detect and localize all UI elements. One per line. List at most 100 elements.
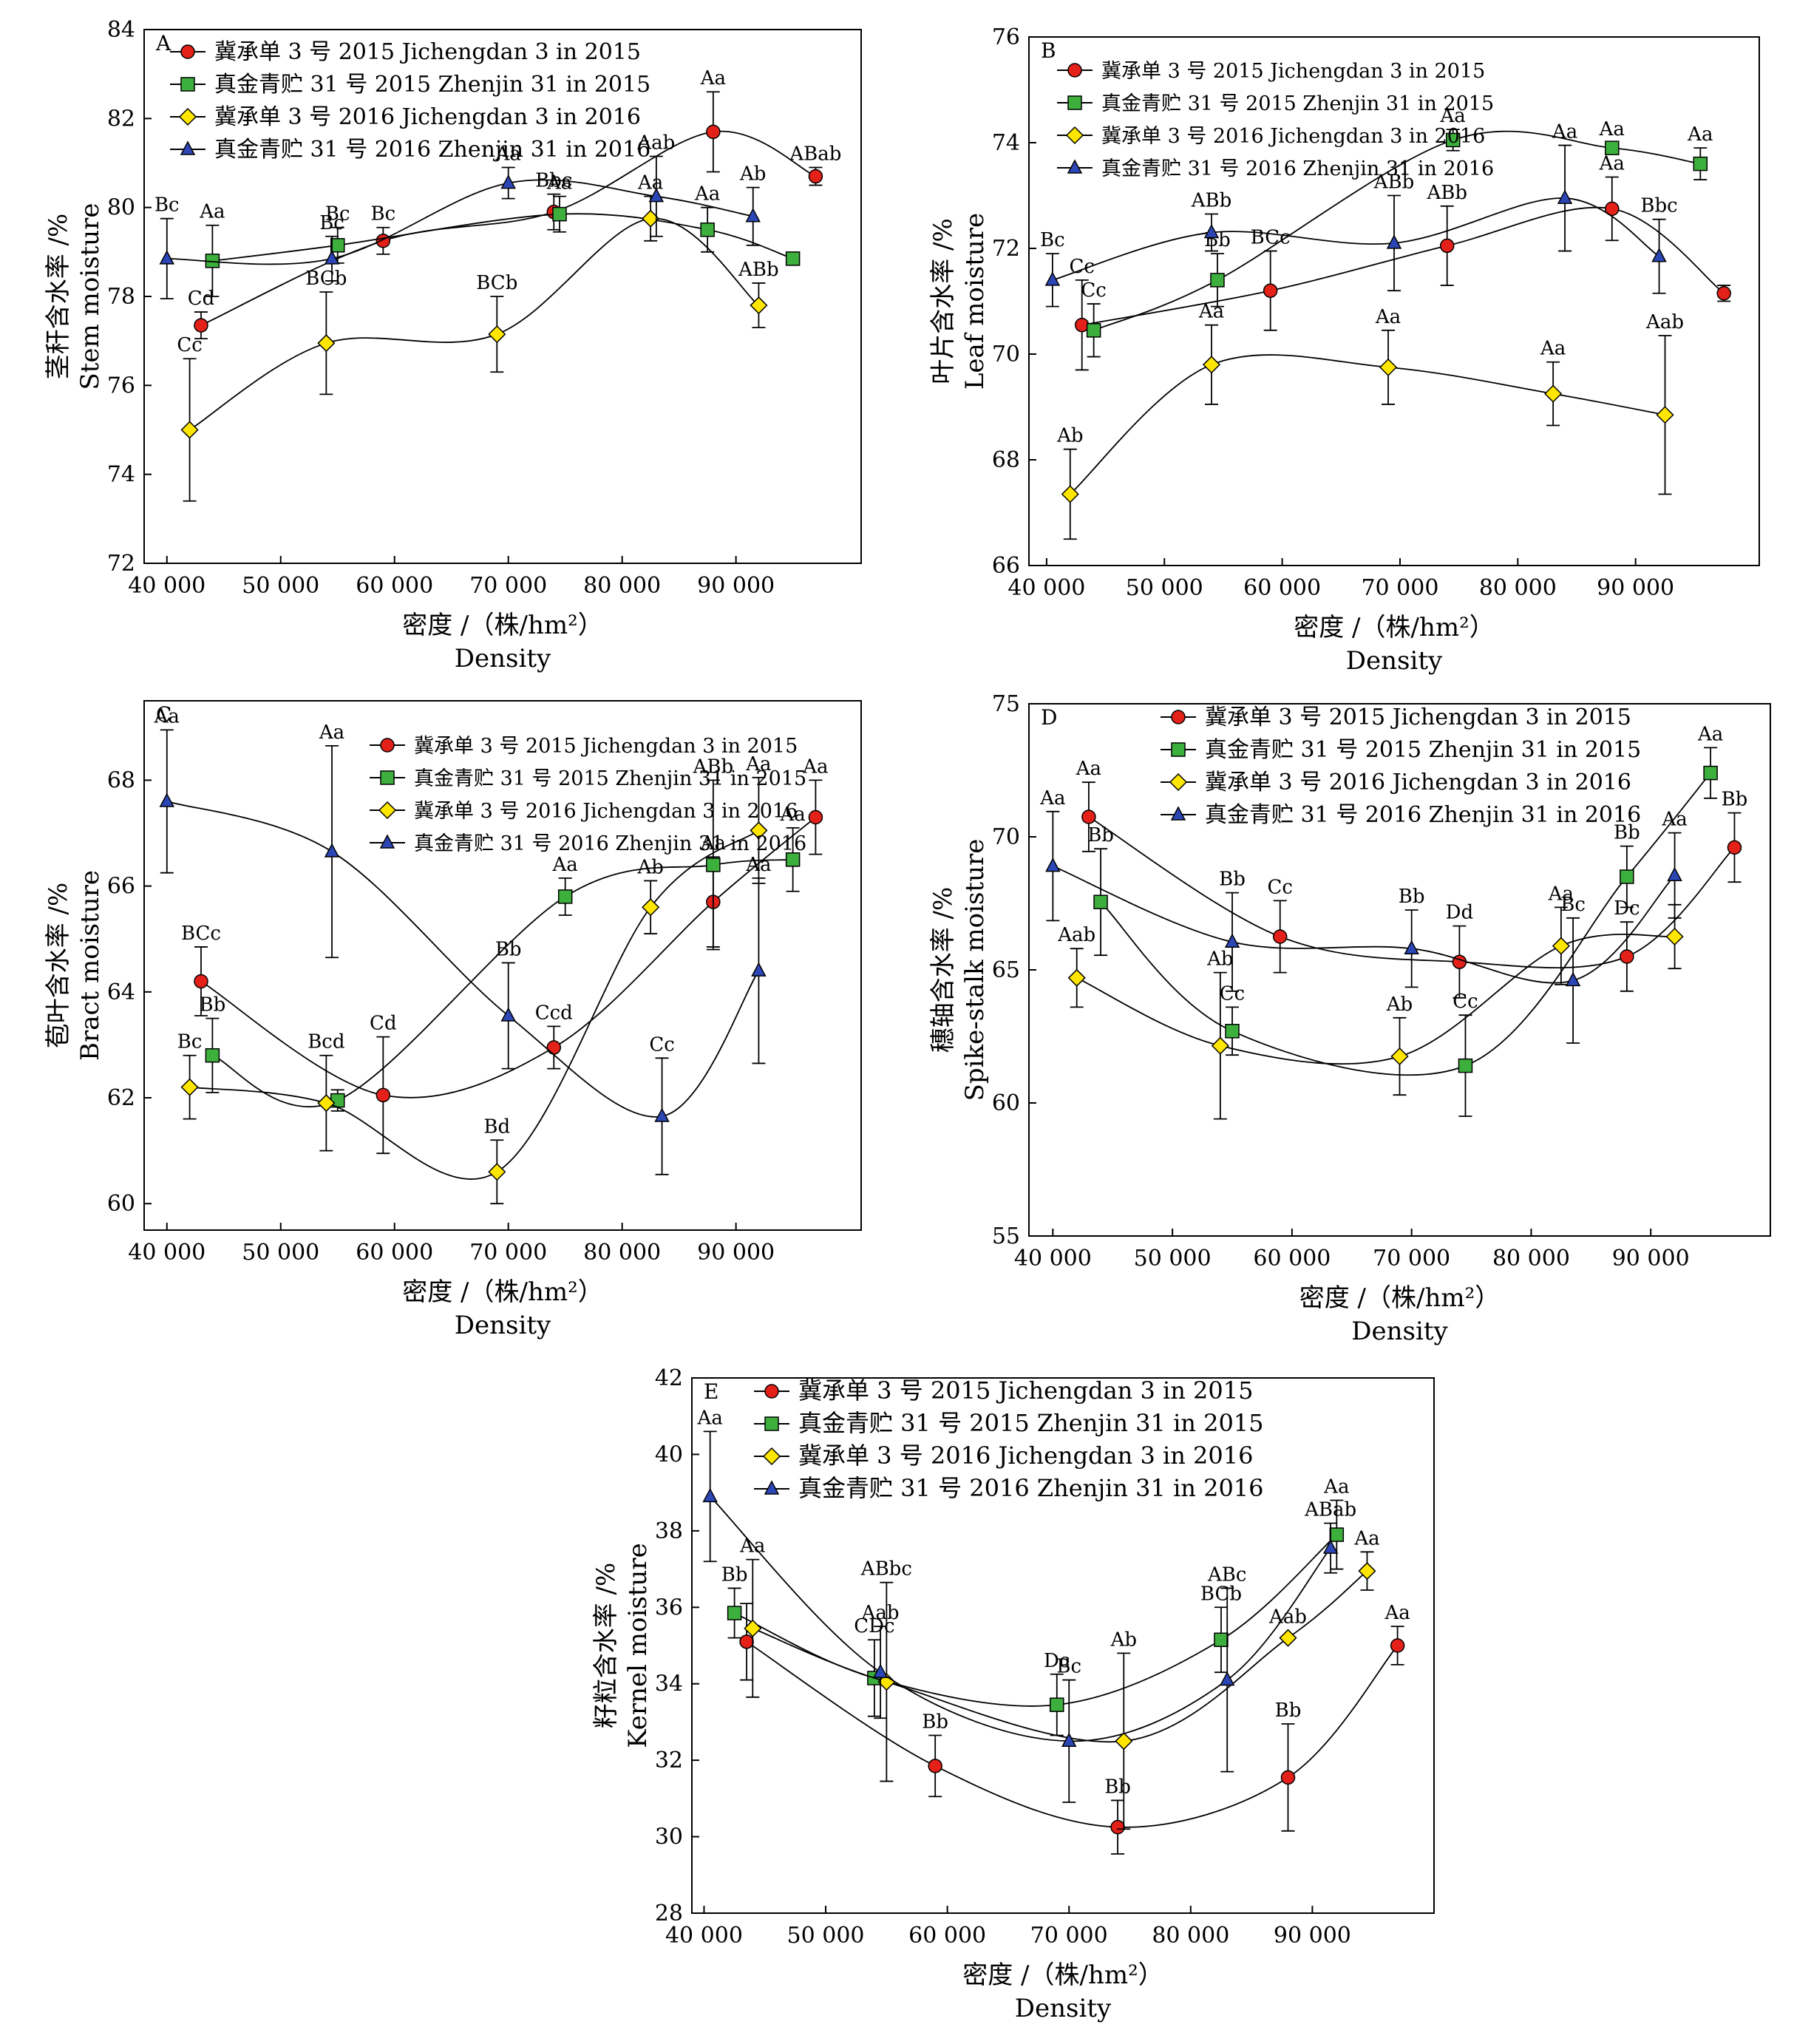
x-tick-label: 40 000 (665, 1923, 743, 1949)
significance-label: Aa (779, 804, 805, 826)
panel-letter: A (155, 31, 171, 55)
y-tick-label: 70 (992, 342, 1020, 367)
legend-marker (762, 1447, 781, 1466)
x-axis-label-cn: 密度 /（株/hm²） (1299, 1283, 1501, 1313)
significance-label: Aa (745, 854, 771, 876)
data-point (751, 962, 767, 977)
data-point (727, 1606, 742, 1620)
data-point (1263, 283, 1278, 298)
x-tick-label: 90 000 (1597, 575, 1674, 601)
significance-label: Bb (1614, 822, 1640, 844)
significance-label: Aa (1599, 118, 1625, 140)
series-4: Bc ABb ABb Aa Bbc (1040, 121, 1678, 308)
data-point (317, 1094, 336, 1113)
data-point (194, 318, 208, 333)
significance-label: Aa (1353, 1527, 1379, 1549)
y-tick-label: 74 (992, 130, 1020, 156)
y-axis-label-en: Leaf moisture (960, 213, 990, 390)
series-line (734, 1534, 1337, 1707)
legend-label: 冀承单 3 号 2015 Jichengdan 3 in 2015 (1101, 60, 1485, 83)
x-tick-label: 90 000 (697, 1240, 775, 1266)
data-point (376, 1087, 391, 1103)
data-point (1404, 940, 1419, 954)
legend-label: 冀承单 3 号 2016 Jichengdan 3 in 2016 (214, 104, 641, 130)
significance-label: BCb (476, 272, 517, 294)
legend: 冀承单 3 号 2015 Jichengdan 3 in 2015 真金青贮 31… (754, 1376, 1264, 1502)
significance-label: Aa (1198, 301, 1224, 323)
x-tick-label: 50 000 (1134, 1246, 1212, 1271)
y-tick-label: 60 (107, 1191, 135, 1217)
significance-label: Aa (1687, 123, 1713, 146)
data-point (317, 334, 336, 353)
legend-label: 冀承单 3 号 2016 Jichengdan 3 in 2016 (1101, 125, 1485, 148)
y-tick-label: 75 (992, 691, 1020, 717)
data-point (785, 852, 801, 867)
data-point (700, 223, 715, 237)
data-point (500, 174, 516, 189)
significance-label: Bb (721, 1563, 748, 1586)
data-point (785, 251, 801, 266)
y-axis-label-cn: 叶片含水率 /% (928, 218, 958, 384)
legend-marker (1067, 159, 1083, 174)
data-point (1703, 765, 1718, 781)
y-tick-label: 66 (107, 874, 135, 900)
data-point (1219, 1671, 1235, 1686)
x-tick-label: 40 000 (1014, 1246, 1092, 1271)
legend-label: 冀承单 3 号 2016 Jichengdan 3 in 2016 (414, 800, 798, 823)
significance-label: Aa (745, 753, 771, 775)
series-3: Aa ABbc Ab Aab Aa (739, 1527, 1380, 1830)
significance-label: Bb (200, 994, 226, 1016)
significance-label: Aa (1540, 338, 1566, 360)
significance-label: Aa (700, 67, 726, 89)
data-point (928, 1759, 942, 1773)
significance-label: Bc (1560, 894, 1586, 916)
legend-label: 冀承单 3 号 2016 Jichengdan 3 in 2016 (798, 1442, 1253, 1470)
data-point (706, 858, 721, 872)
data-point (1093, 894, 1108, 909)
data-point (1716, 286, 1731, 301)
y-tick-label: 70 (992, 824, 1020, 850)
panel-letter: E (704, 1379, 718, 1404)
significance-label: Aa (1697, 723, 1723, 745)
data-point (750, 821, 768, 840)
significance-label: Ab (1056, 425, 1083, 447)
x-tick-label: 80 000 (1479, 575, 1557, 601)
y-tick-label: 72 (992, 236, 1020, 262)
significance-label: Bc (370, 203, 395, 225)
data-point (1203, 223, 1220, 239)
y-axis-label-cn: 籽粒含水率 /% (591, 1563, 621, 1729)
significance-label: ABb (1191, 190, 1232, 212)
significance-label: Ccd (535, 1002, 573, 1024)
data-point (324, 250, 340, 265)
legend-label: 真金青贮 31 号 2016 Zhenjin 31 in 2016 (414, 832, 806, 855)
y-tick-label: 55 (992, 1223, 1020, 1249)
data-point (1115, 1732, 1133, 1751)
y-tick-label: 80 (107, 195, 135, 221)
y-tick-label: 30 (655, 1824, 683, 1850)
data-point (1067, 968, 1086, 987)
series-3: Aab Ab Ab Aa (1057, 883, 1684, 1120)
legend-marker (1067, 63, 1082, 78)
data-point (1272, 929, 1288, 944)
data-point (180, 421, 199, 439)
series-2: Bb Aa ABb Aa (200, 756, 806, 1112)
significance-label: Ab (1386, 994, 1413, 1016)
data-point (1210, 273, 1225, 288)
significance-label: Aa (546, 172, 572, 194)
series-line (166, 179, 753, 265)
y-tick-label: 62 (107, 1085, 135, 1111)
series-line (1052, 865, 1676, 984)
x-tick-label: 40 000 (1008, 575, 1085, 601)
significance-label: Aa (739, 1535, 765, 1558)
data-point (739, 1634, 754, 1649)
panel-b: B 66 68 70 72 74 76 40 000 50 000 60 000 70 000 80 … (928, 24, 1760, 676)
x-tick-label: 50 000 (1126, 575, 1203, 601)
significance-label: Bb (495, 938, 522, 960)
significance-label: Aa (1323, 1476, 1349, 1498)
significance-label: Cc (1452, 991, 1478, 1013)
significance-label: Bb (922, 1711, 948, 1734)
significance-label: Bc (154, 194, 180, 217)
x-tick-label: 80 000 (1492, 1246, 1570, 1271)
significance-label: Cc (177, 334, 202, 356)
significance-label: ABbc (860, 1558, 912, 1580)
